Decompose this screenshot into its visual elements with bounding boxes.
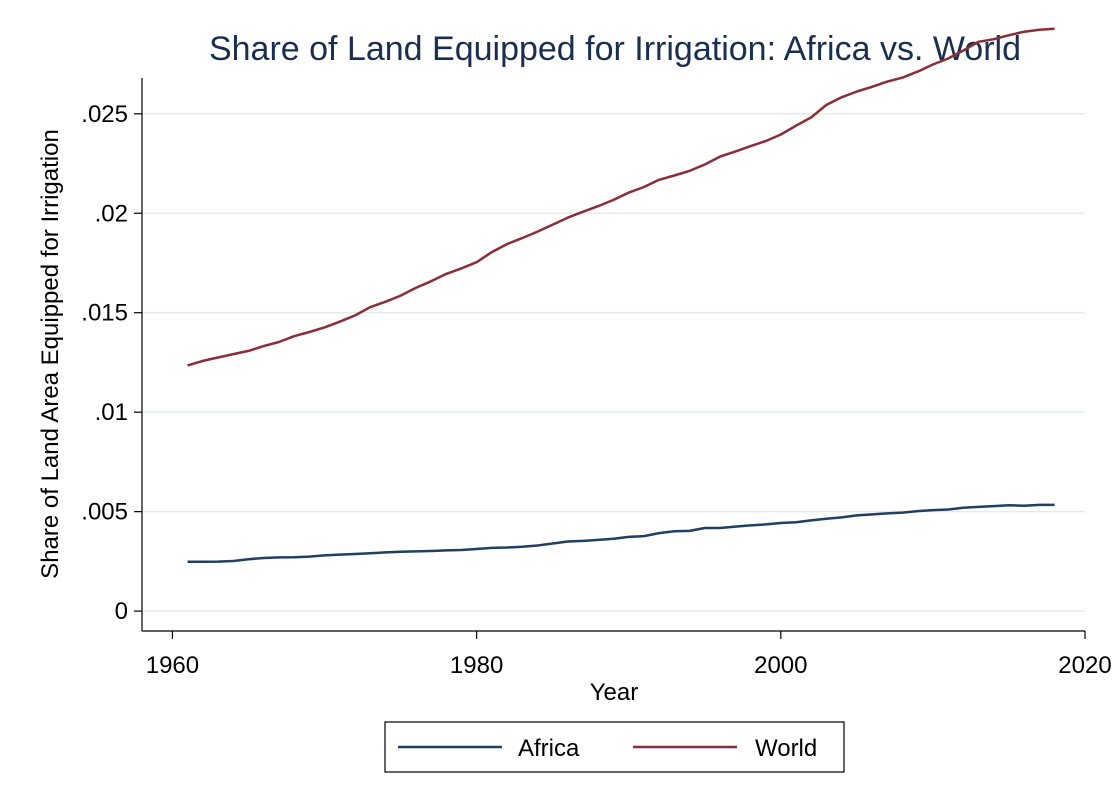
legend-label-world: World xyxy=(755,735,817,762)
grid-lines xyxy=(142,113,1085,612)
y-tick-label: .02 xyxy=(95,200,128,227)
y-axis-label: Share of Land Area Equipped for Irrigati… xyxy=(37,129,64,579)
y-tick-labels: 0 .005 .01 .015 .02 .025 xyxy=(81,101,128,625)
legend: Africa World xyxy=(384,721,845,773)
x-tick-label: 2000 xyxy=(754,652,807,679)
y-tick-label: .01 xyxy=(95,399,128,426)
axes xyxy=(134,78,1086,639)
y-tick-label: .015 xyxy=(81,300,128,327)
x-tick-label: 1980 xyxy=(450,652,503,679)
x-tick-label: 1960 xyxy=(146,652,199,679)
y-tick-label: .025 xyxy=(81,101,128,128)
legend-label-africa: Africa xyxy=(518,735,580,762)
x-axis-label: Year xyxy=(590,679,639,706)
chart-title: Share of Land Equipped for Irrigation: A… xyxy=(208,30,1022,68)
y-tick-label: .005 xyxy=(81,499,128,526)
x-tick-labels: 1960 1980 2000 2020 xyxy=(146,652,1112,679)
y-tick-label: 0 xyxy=(115,598,128,625)
series-line-world xyxy=(187,27,1055,367)
x-tick-label: 2020 xyxy=(1058,652,1111,679)
series-lines xyxy=(187,27,1055,564)
series-line-africa xyxy=(187,503,1055,564)
